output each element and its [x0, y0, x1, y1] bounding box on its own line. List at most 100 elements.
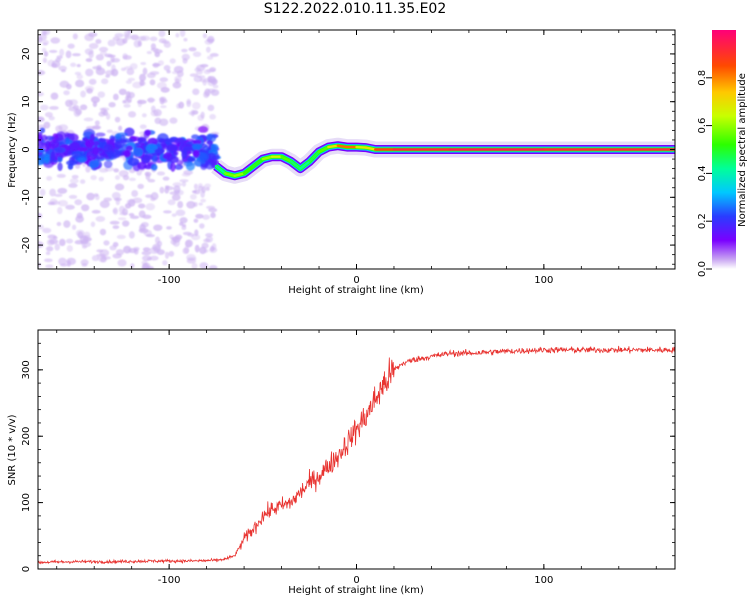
snr-x-axis-label: Height of straight line (km) [288, 585, 424, 596]
noise-point [181, 181, 187, 187]
noise-point [138, 210, 146, 218]
noise-point [207, 79, 216, 87]
noise-point [105, 113, 111, 120]
noise-point [42, 40, 50, 45]
noise-point [42, 31, 48, 35]
noise-point [181, 48, 188, 53]
noise-point [209, 114, 217, 120]
noise-point [49, 198, 58, 206]
noise-core-point [181, 149, 188, 160]
noise-point [173, 65, 184, 74]
noise-point [145, 173, 151, 181]
noise-point [205, 187, 210, 191]
noise-point [101, 256, 111, 260]
noise-point [74, 71, 82, 76]
signal-core-segment [242, 165, 255, 175]
noise-point [208, 265, 218, 269]
noise-point [137, 99, 147, 105]
noise-core-point [38, 134, 43, 143]
noise-point [45, 264, 54, 269]
noise-point [117, 259, 127, 267]
noise-point [164, 185, 170, 189]
noise-point [203, 69, 211, 75]
noise-point [65, 238, 74, 244]
noise-point [169, 117, 178, 124]
noise-point [160, 105, 167, 109]
spectrogram-x-tick-label: 100 [534, 275, 553, 286]
noise-point [156, 249, 165, 256]
noise-point [95, 216, 106, 222]
noise-core-point [52, 147, 63, 154]
noise-point [99, 228, 107, 236]
noise-point [203, 249, 209, 253]
noise-point [210, 212, 216, 219]
noise-point [172, 81, 182, 89]
noise-point [158, 118, 169, 126]
noise-point [179, 179, 189, 183]
noise-point [170, 238, 177, 245]
noise-point [182, 247, 190, 255]
noise-core-point [164, 138, 176, 143]
noise-point [162, 260, 168, 266]
noise-point [112, 36, 120, 41]
noise-point [58, 199, 68, 207]
noise-point [188, 47, 197, 52]
noise-point [66, 83, 72, 90]
spectrogram-y-tick-label: 0 [21, 146, 32, 152]
colorbar-tick-label: 0.0 [697, 261, 708, 277]
noise-point [206, 205, 215, 210]
noise-point [125, 91, 131, 99]
spectrogram-y-tick-label: -10 [21, 189, 32, 205]
noise-point [67, 43, 75, 49]
noise-point [42, 227, 52, 234]
noise-point [114, 33, 124, 38]
signal-core-segment [308, 150, 321, 163]
noise-point [159, 77, 169, 83]
noise-point [103, 240, 110, 246]
noise-point [50, 92, 59, 100]
noise-core-point [168, 156, 179, 163]
noise-core-point [114, 133, 122, 140]
noise-point [90, 175, 97, 181]
noise-core-point [183, 160, 193, 167]
noise-point [195, 69, 203, 75]
colorbar-tick-label: 0.6 [697, 118, 708, 134]
noise-point [88, 78, 97, 85]
noise-point [112, 208, 118, 214]
noise-point [38, 117, 45, 123]
noise-point [59, 238, 66, 247]
noise-point [81, 241, 92, 248]
noise-point [91, 125, 102, 130]
noise-point [128, 212, 135, 217]
noise-point [128, 231, 135, 239]
noise-point [58, 257, 67, 266]
noise-point [107, 39, 116, 47]
noise-point [108, 101, 116, 108]
noise-core-point [191, 143, 203, 150]
noise-point [111, 64, 116, 73]
noise-point [57, 187, 68, 194]
noise-point [156, 81, 167, 89]
noise-point [156, 171, 166, 176]
noise-point [142, 247, 151, 252]
noise-core-point [92, 140, 100, 146]
noise-point [90, 221, 96, 228]
snr-series-line [38, 345, 675, 565]
noise-point [80, 90, 87, 98]
noise-core-point [150, 163, 158, 171]
noise-core-point [64, 132, 70, 138]
noise-point [114, 183, 125, 191]
noise-point [71, 224, 77, 230]
noise-point [177, 200, 184, 209]
noise-point [123, 103, 131, 108]
noise-point [193, 75, 203, 83]
snr-frame [37, 329, 676, 570]
noise-point [74, 163, 81, 169]
noise-point [68, 194, 78, 199]
noise-point [147, 178, 156, 183]
noise-point [186, 256, 197, 261]
noise-core-point [103, 143, 115, 153]
noise-point [65, 204, 75, 210]
noise-point [204, 88, 211, 97]
